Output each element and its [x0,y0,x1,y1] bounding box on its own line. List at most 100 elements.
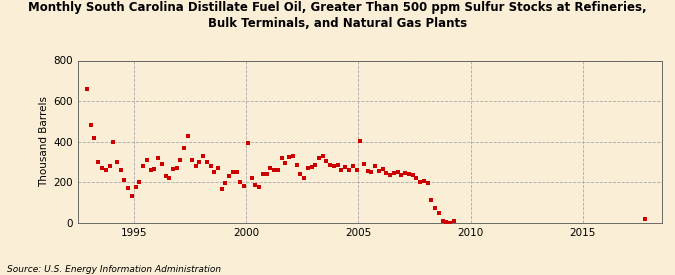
Point [404,172,414,176]
Point [123,186,134,191]
Point [280,161,291,165]
Point [198,154,209,158]
Point [298,176,309,180]
Point [261,172,272,176]
Point [119,178,130,182]
Point [302,166,313,170]
Point [227,170,238,174]
Point [160,174,171,178]
Point [167,167,178,171]
Text: Monthly South Carolina Distillate Fuel Oil, Greater Than 500 ppm Sulfur Stocks a: Monthly South Carolina Distillate Fuel O… [28,1,647,30]
Point [321,159,332,163]
Point [418,179,429,183]
Point [370,164,381,168]
Point [138,164,148,168]
Point [269,168,279,172]
Point [317,154,328,158]
Point [115,168,126,172]
Point [329,164,340,168]
Point [355,138,366,143]
Point [175,158,186,162]
Point [284,155,294,159]
Point [433,210,444,215]
Point [232,170,242,174]
Point [257,172,268,176]
Point [273,168,284,172]
Point [358,162,369,166]
Point [194,160,205,164]
Point [351,168,362,172]
Point [340,165,351,169]
Point [265,166,275,170]
Point [85,123,96,128]
Point [332,163,343,167]
Point [310,163,321,167]
Point [362,169,373,173]
Point [639,216,650,221]
Point [235,180,246,184]
Point [422,181,433,185]
Point [220,181,231,185]
Point [97,166,107,170]
Y-axis label: Thousand Barrels: Thousand Barrels [39,96,49,187]
Point [396,173,407,177]
Point [336,168,347,172]
Point [93,160,104,164]
Point [373,169,384,173]
Point [186,158,197,162]
Point [246,176,257,180]
Point [411,176,422,180]
Point [430,205,441,210]
Point [242,141,253,145]
Point [213,166,223,170]
Point [183,133,194,138]
Point [111,160,122,164]
Point [164,176,175,180]
Point [392,170,403,174]
Point [179,145,190,150]
Point [101,168,111,172]
Point [445,221,456,225]
Point [448,219,459,223]
Point [217,187,227,191]
Point [89,135,100,140]
Point [366,170,377,174]
Point [381,171,392,175]
Point [145,168,156,172]
Point [385,173,396,177]
Point [171,166,182,170]
Point [325,163,335,167]
Point [306,165,317,169]
Point [104,164,115,168]
Point [426,198,437,203]
Point [291,163,302,167]
Point [400,171,410,175]
Point [108,139,119,144]
Point [407,173,418,177]
Point [254,185,265,189]
Point [134,180,144,184]
Point [82,87,92,91]
Point [127,194,138,199]
Text: Source: U.S. Energy Information Administration: Source: U.S. Energy Information Administ… [7,265,221,274]
Point [344,168,354,172]
Point [441,219,452,224]
Point [250,183,261,188]
Point [205,164,216,168]
Point [201,160,212,164]
Point [288,154,298,158]
Point [149,167,160,171]
Point [276,156,287,160]
Point [190,164,201,168]
Point [130,185,141,189]
Point [153,156,163,160]
Point [437,219,448,223]
Point [414,180,425,184]
Point [295,172,306,176]
Point [224,174,235,178]
Point [388,171,399,175]
Point [157,162,167,166]
Point [348,164,358,168]
Point [209,170,219,174]
Point [314,156,325,160]
